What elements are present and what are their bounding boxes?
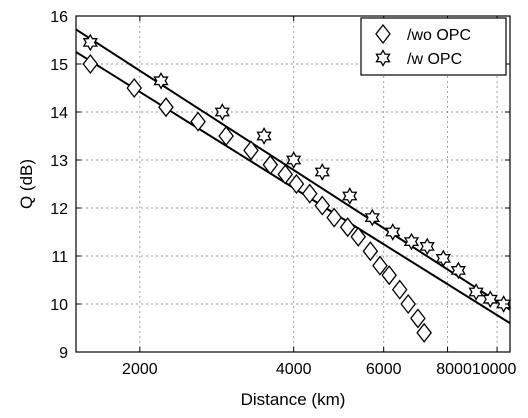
- data-point-wo-opc: [400, 293, 417, 315]
- x-tick-label: 2000: [122, 361, 158, 378]
- y-tick-label: 9: [59, 345, 68, 362]
- data-point-w-opc: [342, 187, 358, 205]
- data-point-wo-opc: [381, 265, 397, 286]
- data-point-wo-opc: [339, 217, 356, 238]
- data-point-w-opc: [450, 261, 466, 280]
- data-point-w-opc: [286, 151, 302, 169]
- data-point-wo-opc: [243, 140, 259, 161]
- data-point-w-opc: [256, 127, 272, 145]
- x-tick-label: 4000: [276, 361, 312, 378]
- y-tick-label: 11: [51, 249, 68, 266]
- data-point-w-opc: [482, 290, 498, 309]
- legend-label-w-opc: /w OPC: [407, 51, 462, 68]
- y-tick-label: 16: [50, 9, 68, 26]
- data-point-w-opc: [435, 249, 451, 268]
- x-axis-ticks: 2000 4000 6000 800010000: [122, 16, 516, 378]
- data-point-w-opc: [214, 103, 230, 121]
- data-point-wo-opc: [326, 207, 342, 228]
- data-point-w-opc: [403, 232, 420, 251]
- data-point-w-opc: [153, 71, 169, 90]
- x-tick-label: 800010000: [436, 361, 516, 378]
- legend: /wo OPC/w OPC: [360, 17, 507, 76]
- data-point-w-opc: [419, 237, 435, 256]
- x-axis-label: Distance (km): [241, 390, 346, 409]
- data-point-wo-opc: [158, 97, 174, 118]
- data-point-wo-opc: [350, 226, 367, 247]
- y-tick-label: 10: [50, 297, 68, 314]
- data-point-wo-opc: [301, 183, 318, 204]
- y-axis-ticks: 9 10 11 12 13 14 15 16: [50, 9, 510, 362]
- data-point-w-opc: [314, 163, 330, 181]
- data-point-wo-opc: [126, 77, 143, 99]
- y-tick-label: 15: [50, 57, 68, 74]
- data-point-wo-opc: [190, 111, 206, 132]
- data-point-wo-opc: [314, 195, 331, 216]
- x-tick-label: 6000: [366, 361, 402, 378]
- y-tick-label: 13: [50, 153, 68, 170]
- data-markers: [82, 33, 512, 343]
- data-point-wo-opc: [391, 279, 408, 300]
- data-point-wo-opc: [218, 125, 234, 147]
- data-point-wo-opc: [372, 255, 388, 276]
- data-point-wo-opc: [82, 53, 99, 75]
- y-axis-label: Q (dB): [17, 159, 36, 209]
- legend-label-wo-opc: /wo OPC: [407, 27, 471, 44]
- plot-frame: [75, 15, 511, 353]
- data-point-w-opc: [364, 208, 380, 227]
- data-point-wo-opc: [416, 322, 432, 343]
- y-tick-label: 12: [50, 201, 68, 218]
- y-tick-label: 14: [50, 105, 68, 122]
- legend-marker-wo-opc: [375, 23, 391, 45]
- data-point-wo-opc: [288, 173, 305, 195]
- data-point-w-opc: [385, 223, 401, 241]
- fit-line-w-opc: [76, 28, 510, 311]
- data-point-wo-opc: [262, 154, 279, 175]
- legend-marker-w-opc: [375, 49, 391, 67]
- data-point-wo-opc: [362, 241, 379, 262]
- data-point-w-opc: [468, 283, 484, 301]
- data-point-w-opc: [82, 33, 98, 52]
- data-point-wo-opc: [277, 164, 294, 185]
- data-point-wo-opc: [410, 308, 426, 329]
